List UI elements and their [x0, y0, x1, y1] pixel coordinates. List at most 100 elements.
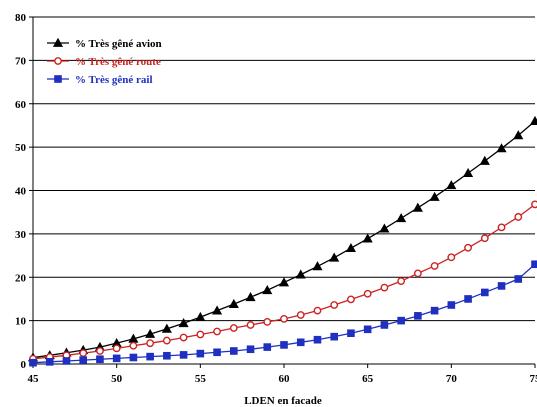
data-point [29, 358, 37, 367]
data-point [179, 351, 188, 359]
y-tick-label: 50 [15, 142, 27, 154]
legend-item: % Très gêné route [47, 56, 161, 68]
data-point [397, 277, 406, 286]
y-tick-label: 30 [15, 229, 27, 241]
data-point [497, 223, 506, 232]
data-point [246, 321, 255, 329]
data-point [312, 261, 323, 271]
legend-item: % Très gêné rail [47, 74, 153, 86]
data-point [397, 316, 405, 325]
legend-item: % Très gêné avion [47, 37, 162, 50]
legend-marker [52, 37, 64, 47]
x-tick-label: 70 [446, 373, 458, 385]
data-point [246, 345, 255, 354]
legend-label: % Très gêné rail [75, 74, 153, 86]
data-point [531, 260, 537, 269]
data-point [430, 306, 439, 315]
data-point [280, 341, 288, 349]
data-point [129, 341, 138, 350]
x-tick-label: 75 [530, 373, 537, 385]
data-point [96, 347, 104, 355]
data-point [195, 311, 206, 322]
y-tick-label: 20 [15, 272, 27, 284]
data-point [213, 327, 221, 336]
data-point [295, 269, 306, 279]
x-tick-label: 65 [362, 373, 374, 385]
data-point [196, 349, 205, 358]
legend-label: % Très gêné avion [75, 38, 162, 50]
y-tick-label: 80 [15, 12, 27, 24]
data-point [379, 223, 390, 233]
data-point [229, 324, 238, 332]
data-point [463, 167, 474, 178]
data-point [447, 301, 456, 309]
x-tick-label: 55 [195, 373, 207, 385]
data-point [45, 358, 54, 366]
data-point [112, 344, 121, 353]
data-point [514, 275, 523, 283]
data-point [79, 356, 87, 364]
data-point [161, 323, 172, 333]
data-point [363, 325, 372, 334]
series-2 [29, 200, 537, 363]
data-point [497, 282, 506, 290]
data-point [196, 330, 205, 339]
data-point [429, 191, 440, 201]
data-point [513, 130, 524, 140]
x-axis-title: LDEN en facade [244, 395, 322, 407]
data-point [129, 353, 138, 362]
data-point [79, 349, 88, 358]
data-point [212, 305, 223, 315]
data-point [213, 348, 221, 357]
data-point [514, 213, 523, 221]
data-point [396, 213, 407, 223]
y-tick-label: 70 [15, 55, 27, 67]
data-point [62, 357, 71, 365]
x-tick-label: 45 [28, 373, 40, 385]
data-point [262, 285, 273, 295]
data-point [228, 298, 239, 309]
data-point [479, 155, 490, 165]
data-point [430, 262, 439, 270]
data-point [163, 351, 171, 360]
data-point [178, 317, 189, 328]
data-point [412, 202, 423, 212]
data-point [480, 234, 489, 243]
legend-marker [54, 75, 62, 83]
data-point [413, 269, 422, 278]
data-point [446, 180, 457, 190]
data-point [313, 335, 322, 344]
data-point [362, 233, 373, 243]
data-point [263, 343, 272, 351]
legend: % Très gêné avion % Très gêné route % Très… [47, 37, 162, 86]
y-tick-label: 10 [15, 316, 27, 328]
data-point [280, 314, 288, 323]
data-point [481, 288, 489, 297]
gridlines [33, 16, 535, 322]
x-tick-label: 60 [279, 373, 291, 385]
data-point [531, 200, 537, 209]
data-point [345, 242, 356, 253]
data-point [146, 352, 154, 361]
y-tick-label: 0 [21, 359, 27, 371]
data-point [347, 295, 355, 304]
data-point [145, 328, 156, 338]
y-tick-label: 60 [15, 99, 27, 111]
data-point [330, 301, 339, 309]
data-point [278, 277, 290, 287]
data-point [347, 329, 355, 338]
data-point [414, 312, 422, 320]
legend-label: % Très gêné route [75, 56, 161, 68]
data-point [380, 321, 389, 329]
series-1 [27, 115, 537, 362]
data-point [296, 311, 305, 319]
data-point [112, 354, 121, 363]
data-point [230, 347, 238, 355]
axes: 0 10 20 30 40 50 60 70 80 45 50 55 60 65 70 75 [15, 12, 537, 385]
data-point [330, 332, 338, 341]
data-point [96, 355, 104, 364]
x-tick-label: 50 [111, 373, 123, 385]
data-point [496, 143, 507, 153]
